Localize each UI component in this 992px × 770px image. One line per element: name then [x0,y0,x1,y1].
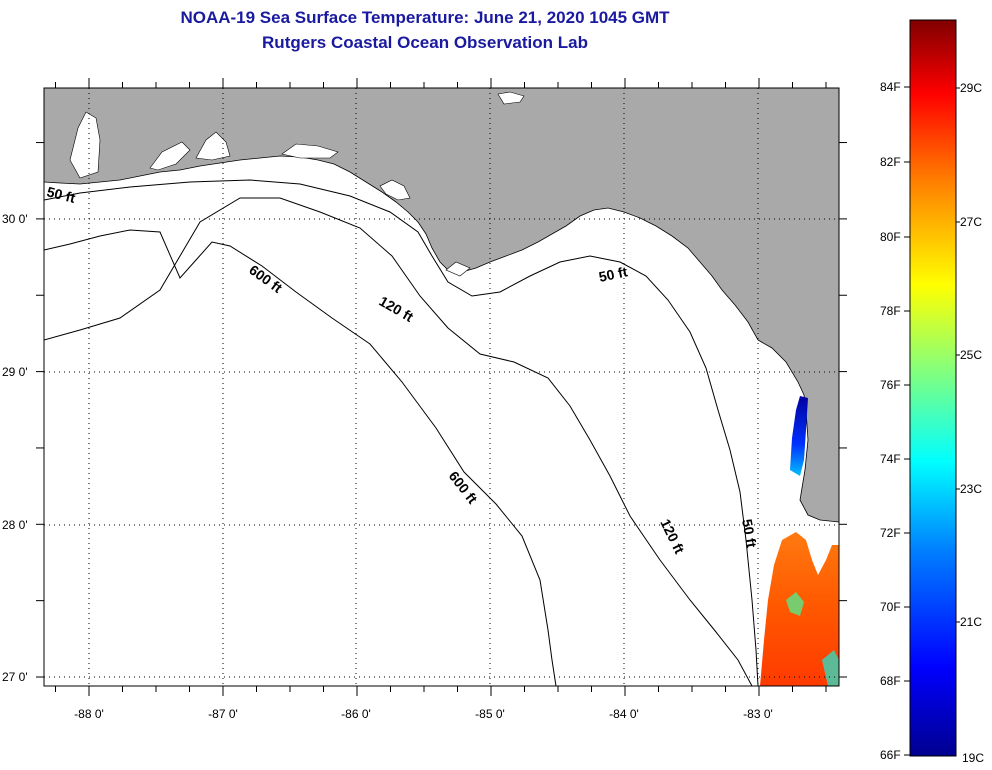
map-frame [43,87,840,687]
colorbar-f-label: 82F [880,155,901,169]
colorbar-f-labels: 84F 82F 80F 78F 76F 74F 72F 70F 68F 66F [880,80,901,762]
x-tick-label: -88 0' [74,707,104,721]
y-tick-label: 29 0' [2,365,28,379]
colorbar-ticks [904,86,960,756]
colorbar-c-label: 27C [960,215,982,229]
x-tick-label: -84 0' [609,707,639,721]
y-tick-label: 30 0' [2,212,28,226]
contour-label: 50 ft [45,183,77,206]
contour-600ft [44,229,557,686]
colorbar-f-label: 66F [880,748,901,762]
contour-label: 50 ft [597,263,629,285]
bay [69,111,101,179]
colorbar-c-label: 29C [960,81,982,95]
colorbar-c-label: 21C [960,615,982,629]
lake [497,91,525,105]
x-tick-label: -87 0' [208,707,238,721]
land-mass [44,88,839,523]
bay [445,261,471,277]
colorbar [909,19,957,757]
bay [195,131,231,161]
colorbar-f-label: 80F [880,230,901,244]
map-subtitle: Rutgers Coastal Ocean Observation Lab [262,33,588,52]
colorbar-f-label: 78F [880,304,901,318]
y-tick-label: 28 0' [2,518,28,532]
x-tick-label: -85 0' [475,707,505,721]
bay [379,179,411,201]
y-axis-labels: 30 0' 29 0' 28 0' 27 0' [2,212,28,684]
colorbar-f-label: 84F [880,80,901,94]
colorbar-c-label: 25C [960,348,982,362]
colorbar-f-label: 68F [880,674,901,688]
sst-swath-green [786,592,804,616]
sst-swath-cold [790,396,808,476]
x-tick-label: -86 0' [341,707,371,721]
x-axis-labels: -88 0' -87 0' -86 0' -85 0' -84 0' -83 0… [74,707,773,721]
contour-label: 50 ft [739,518,760,549]
y-tick-label: 27 0' [2,670,28,684]
axis-ticks [36,78,847,696]
contour-120ft [44,197,753,686]
contour-50ft [44,179,759,686]
bay [281,143,339,159]
map-title: NOAA-19 Sea Surface Temperature: June 21… [180,8,670,27]
colorbar-f-label: 74F [880,452,901,466]
colorbar-f-label: 72F [880,526,901,540]
bay [149,141,191,171]
colorbar-f-label: 70F [880,600,901,614]
colorbar-c-label: 23C [960,482,982,496]
x-tick-label: -83 0' [743,707,773,721]
colorbar-c-labels: 29C 27C 25C 23C 21C 19C [960,81,984,765]
colorbar-c-label: 19C [962,751,984,765]
colorbar-f-label: 76F [880,378,901,392]
